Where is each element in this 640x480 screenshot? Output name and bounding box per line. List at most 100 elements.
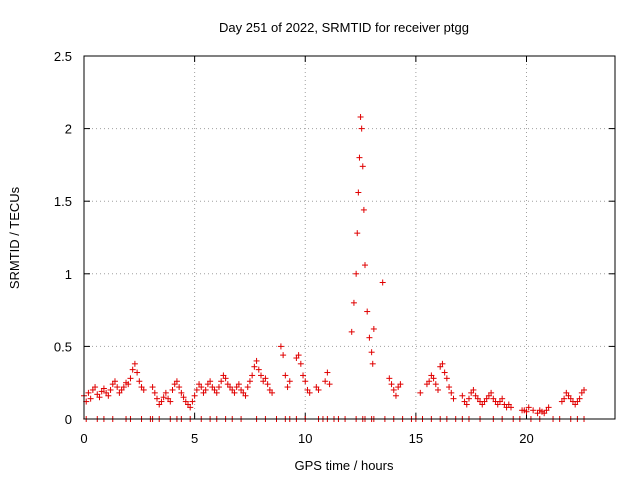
data-point: [235, 381, 242, 388]
x-tick-label: 5: [191, 431, 198, 446]
data-point: [149, 384, 156, 391]
data-point: [218, 378, 225, 385]
data-point: [348, 328, 355, 335]
data-point: [154, 395, 161, 402]
data-point: [258, 372, 264, 379]
data-point: [167, 398, 174, 405]
data-point: [356, 154, 363, 161]
x-tick-labels: 0 5 10 15 20: [80, 431, 533, 446]
data-point: [193, 386, 200, 393]
data-point: [361, 262, 368, 269]
data-point: [198, 384, 205, 391]
data-point: [178, 389, 185, 396]
x-axis-label: GPS time / hours: [295, 458, 394, 473]
data-point: [180, 394, 187, 401]
data-point: [277, 343, 284, 350]
y-tick-label: 1: [65, 267, 72, 282]
grid-lines: [84, 56, 615, 419]
data-point: [300, 372, 307, 379]
data-point: [353, 270, 360, 277]
data-point: [525, 404, 532, 411]
data-point: [92, 384, 99, 391]
data-point: [350, 299, 357, 306]
data-point: [96, 394, 103, 401]
data-point: [435, 386, 441, 393]
data-point: [322, 378, 329, 385]
data-point: [369, 360, 376, 367]
axis-ticks: [83, 55, 615, 420]
data-point: [355, 189, 362, 196]
data-point: [136, 378, 143, 385]
data-point: [417, 389, 424, 396]
data-point: [251, 363, 258, 370]
data-point: [459, 392, 466, 399]
data-point: [253, 357, 260, 364]
data-point: [264, 381, 271, 388]
data-point: [215, 384, 222, 391]
data-point: [306, 389, 313, 396]
data-point: [169, 386, 176, 393]
data-point: [392, 392, 399, 399]
data-point: [244, 384, 251, 391]
data-point: [450, 395, 457, 402]
data-point: [463, 401, 470, 408]
data-point: [426, 378, 433, 385]
data-point: [297, 360, 304, 367]
data-point: [465, 395, 472, 402]
data-point: [105, 392, 112, 399]
data-point: [286, 378, 293, 385]
data-point: [187, 404, 194, 411]
data-point: [388, 381, 395, 388]
x-tick-label: 0: [80, 431, 87, 446]
data-point: [189, 398, 196, 405]
data-point: [255, 366, 262, 373]
chart-title: Day 251 of 2022, SRMTID for receiver ptg…: [219, 20, 469, 35]
data-point: [530, 407, 537, 414]
y-tick-label: 1.5: [54, 194, 72, 209]
data-point: [360, 206, 367, 213]
data-point: [326, 381, 333, 388]
data-point: [470, 386, 477, 393]
data-point: [364, 308, 371, 315]
data-point: [173, 378, 180, 385]
data-point: [246, 378, 253, 385]
x-tick-label: 20: [519, 431, 533, 446]
data-point: [151, 389, 158, 396]
data-point: [488, 389, 495, 396]
data-point: [443, 375, 450, 382]
x-tick-label: 10: [298, 431, 312, 446]
y-tick-label: 2: [65, 122, 72, 137]
data-point: [158, 398, 165, 405]
data-point: [120, 384, 127, 391]
data-point: [127, 375, 134, 382]
data-point: [386, 375, 393, 382]
y-tick-label: 0.5: [54, 339, 72, 354]
data-point: [523, 408, 530, 415]
data-point: [262, 375, 269, 382]
data-point: [295, 352, 302, 359]
data-point: [249, 372, 256, 379]
data-point: [324, 369, 331, 376]
data-point: [160, 394, 167, 401]
data-point: [366, 334, 373, 341]
data-point: [284, 384, 291, 391]
data-point: [508, 404, 515, 411]
data-point: [131, 360, 138, 367]
data-point: [207, 378, 214, 385]
data-point: [446, 384, 453, 391]
data-point: [302, 378, 309, 385]
data-point: [315, 386, 322, 393]
data-point: [134, 369, 141, 376]
data-point: [85, 389, 92, 396]
data-point: [280, 352, 287, 359]
data-point: [107, 386, 114, 393]
data-point: [213, 389, 220, 396]
data-point: [390, 386, 397, 393]
data-point: [176, 384, 183, 391]
data-point: [269, 389, 276, 396]
data-point: [368, 349, 375, 356]
data-point: [561, 395, 568, 402]
y-axis-label: SRMTID / TECUs: [7, 186, 22, 289]
data-point: [397, 381, 404, 388]
data-point: [439, 360, 446, 367]
